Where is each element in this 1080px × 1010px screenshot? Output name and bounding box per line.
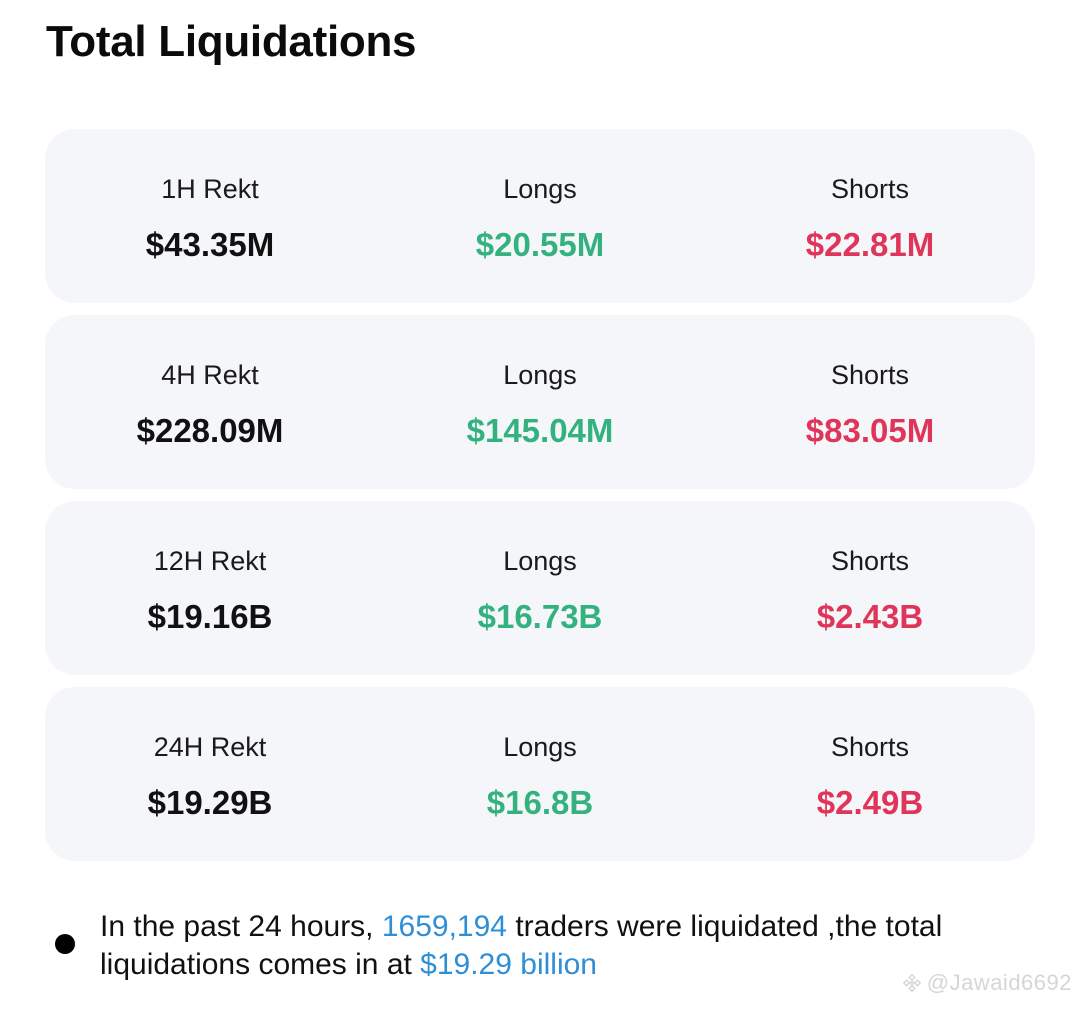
page-title: Total Liquidations xyxy=(46,17,417,66)
card-1h: 1H Rekt $43.35M Longs $20.55M Shorts $22… xyxy=(45,129,1035,303)
card-4h: 4H Rekt $228.09M Longs $145.04M Shorts $… xyxy=(45,315,1035,489)
shorts-column: Shorts $83.05M xyxy=(705,315,1035,489)
summary-prefix: In the past 24 hours, xyxy=(100,910,382,943)
shorts-value: $2.49B xyxy=(816,784,924,821)
summary-middle: traders were liquidated ,the total liqui… xyxy=(100,910,943,981)
total-column: 4H Rekt $228.09M xyxy=(45,315,375,489)
longs-value: $16.8B xyxy=(486,784,594,821)
total-value: $43.35M xyxy=(145,226,275,263)
total-column: 12H Rekt $19.16B xyxy=(45,501,375,675)
total-value: $19.16B xyxy=(147,598,273,635)
shorts-column: Shorts $2.49B xyxy=(705,687,1035,861)
longs-column: Longs $16.8B xyxy=(375,687,705,861)
period-label: 12H Rekt xyxy=(153,546,267,576)
shorts-column: Shorts $22.81M xyxy=(705,129,1035,303)
longs-label: Longs xyxy=(503,360,577,390)
shorts-value: $22.81M xyxy=(805,226,935,263)
shorts-label: Shorts xyxy=(830,732,910,762)
total-column: 1H Rekt $43.35M xyxy=(45,129,375,303)
longs-value: $20.55M xyxy=(475,226,605,263)
period-label: 24H Rekt xyxy=(153,732,267,762)
shorts-value: $83.05M xyxy=(805,412,935,449)
summary-text: In the past 24 hours, 1659,194 traders w… xyxy=(100,908,1015,984)
shorts-column: Shorts $2.43B xyxy=(705,501,1035,675)
longs-label: Longs xyxy=(503,174,577,204)
longs-label: Longs xyxy=(503,546,577,576)
binance-logo-icon xyxy=(902,973,922,993)
period-label: 1H Rekt xyxy=(161,174,259,204)
period-label: 4H Rekt xyxy=(161,360,259,390)
longs-column: Longs $20.55M xyxy=(375,129,705,303)
total-amount: $19.29 billion xyxy=(420,948,597,981)
shorts-value: $2.43B xyxy=(816,598,924,635)
shorts-label: Shorts xyxy=(830,546,910,576)
bullet-dot-icon xyxy=(55,934,75,954)
card-12h: 12H Rekt $19.16B Longs $16.73B Shorts $2… xyxy=(45,501,1035,675)
longs-label: Longs xyxy=(503,732,577,762)
shorts-label: Shorts xyxy=(830,360,910,390)
total-value: $19.29B xyxy=(147,784,273,821)
shorts-label: Shorts xyxy=(830,174,910,204)
card-24h: 24H Rekt $19.29B Longs $16.8B Shorts $2.… xyxy=(45,687,1035,861)
total-value: $228.09M xyxy=(136,412,284,449)
liquidation-cards: 1H Rekt $43.35M Longs $20.55M Shorts $22… xyxy=(45,129,1035,873)
summary-bullet: In the past 24 hours, 1659,194 traders w… xyxy=(55,908,1015,984)
longs-column: Longs $145.04M xyxy=(375,315,705,489)
watermark: @Jawaid6692 xyxy=(901,970,1072,996)
traders-count: 1659,194 xyxy=(381,910,507,943)
longs-value: $16.73B xyxy=(477,598,603,635)
watermark-handle: @Jawaid6692 xyxy=(926,970,1072,995)
total-column: 24H Rekt $19.29B xyxy=(45,687,375,861)
longs-column: Longs $16.73B xyxy=(375,501,705,675)
longs-value: $145.04M xyxy=(466,412,614,449)
